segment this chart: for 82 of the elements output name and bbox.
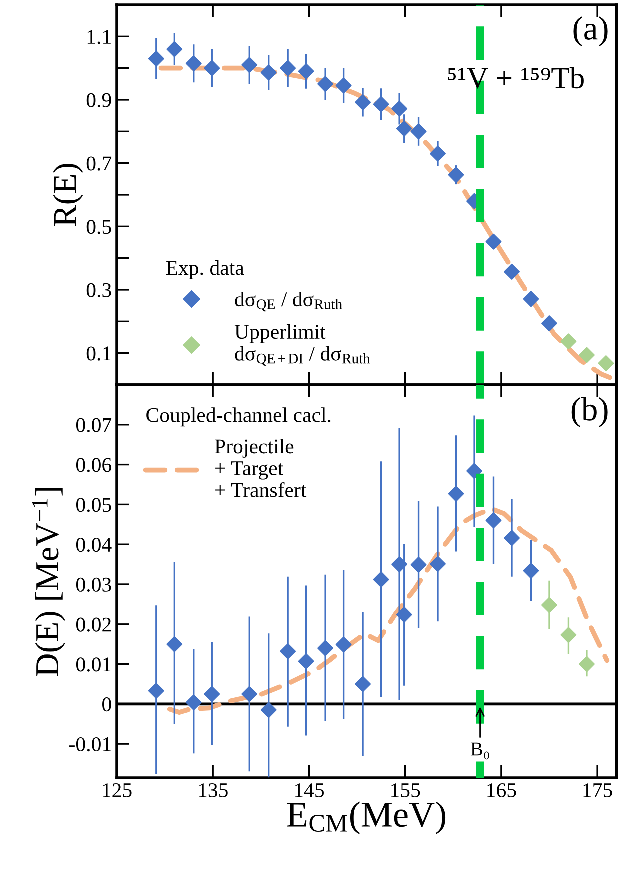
x-tick-label: 165: [488, 784, 516, 798]
x-tick-label: 125: [103, 784, 132, 798]
point: [486, 512, 502, 529]
point: [148, 683, 164, 699]
legend-title: Exp. data: [166, 260, 244, 280]
point: [448, 167, 464, 184]
x-tick-label: 175: [584, 784, 612, 798]
y-tick-label: 0.02: [76, 618, 111, 632]
point: [504, 264, 520, 280]
point: [448, 486, 464, 502]
y-tick-label: 0: [102, 698, 112, 712]
point: [410, 556, 427, 573]
x-axis-title: E$_{CM}$(MeV): [287, 802, 446, 835]
point: [204, 686, 220, 702]
y-tick-label: 0.5: [86, 220, 112, 234]
point: [318, 640, 334, 656]
point: [373, 572, 390, 588]
point: [430, 556, 446, 572]
point: [598, 355, 614, 372]
y-tick-label: 0.03: [76, 578, 112, 592]
point: [355, 676, 372, 692]
point: [578, 656, 595, 672]
point: [186, 694, 202, 711]
y-axis-title: R(E): [53, 164, 84, 226]
x-tick-label: 155: [392, 784, 420, 798]
point: [373, 96, 390, 112]
point: [148, 50, 164, 67]
y-tick-label: 0.05: [76, 498, 112, 512]
point: [523, 562, 540, 579]
point: [466, 463, 482, 480]
point: [204, 60, 220, 76]
y-tick-label: 0.01: [76, 658, 111, 672]
y-tick-label: 0.07: [76, 418, 112, 432]
point: [166, 636, 183, 652]
y-axis-title: D(E) [MeV$^{−1}$]: [32, 488, 66, 676]
point: [486, 234, 502, 250]
y-tick-label: 0.04: [76, 538, 112, 552]
annotation: B₀: [470, 742, 490, 760]
annotation: ⁵¹V + ¹⁵⁹Tb: [448, 67, 584, 89]
line-series: [167, 506, 610, 715]
point: [523, 291, 540, 308]
point: [392, 100, 408, 117]
point: [336, 636, 352, 653]
point: [336, 78, 352, 94]
point: [578, 347, 595, 364]
point: [542, 316, 558, 332]
y-tick-label: 0.3: [86, 283, 112, 298]
legend-label: Projectile + Target + Transfert: [215, 439, 307, 498]
point: [260, 64, 277, 81]
point: [430, 146, 446, 162]
point: [260, 702, 277, 718]
y-tick-label: 0.9: [86, 93, 112, 108]
annotation: (b): [572, 397, 608, 428]
x-tick-label: 135: [199, 784, 228, 798]
y-tick-label: 0.7: [86, 156, 112, 171]
point: [298, 64, 314, 80]
point: [396, 120, 412, 137]
x-tick-label: 145: [295, 784, 324, 798]
legend-label: dσ$_{QE}$ / dσ$_{Ruth}$: [235, 292, 342, 312]
point: [298, 654, 314, 670]
y-tick-label: 0.06: [76, 458, 112, 472]
point: [186, 56, 202, 72]
y-tick-label: -0.01: [70, 737, 111, 752]
point: [560, 334, 577, 350]
legend-title: Coupled-channel cacl.: [146, 408, 331, 427]
point: [542, 597, 558, 614]
point: [392, 556, 408, 573]
point: [280, 644, 296, 660]
y-tick-label: 1.1: [88, 30, 111, 44]
point: [242, 686, 258, 702]
point: [242, 57, 258, 74]
point: [396, 606, 412, 623]
legend-label: Upperlimit dσ$_{QE+DI}$ / dσ$_{Ruth}$: [234, 324, 370, 366]
annotation: (a): [574, 16, 608, 47]
point: [318, 76, 334, 92]
point: [560, 627, 577, 644]
y-tick-label: 0.1: [86, 346, 111, 361]
point: [166, 41, 183, 58]
point: [504, 530, 520, 546]
point: [355, 94, 372, 111]
point: [410, 124, 427, 140]
point: [280, 60, 296, 76]
